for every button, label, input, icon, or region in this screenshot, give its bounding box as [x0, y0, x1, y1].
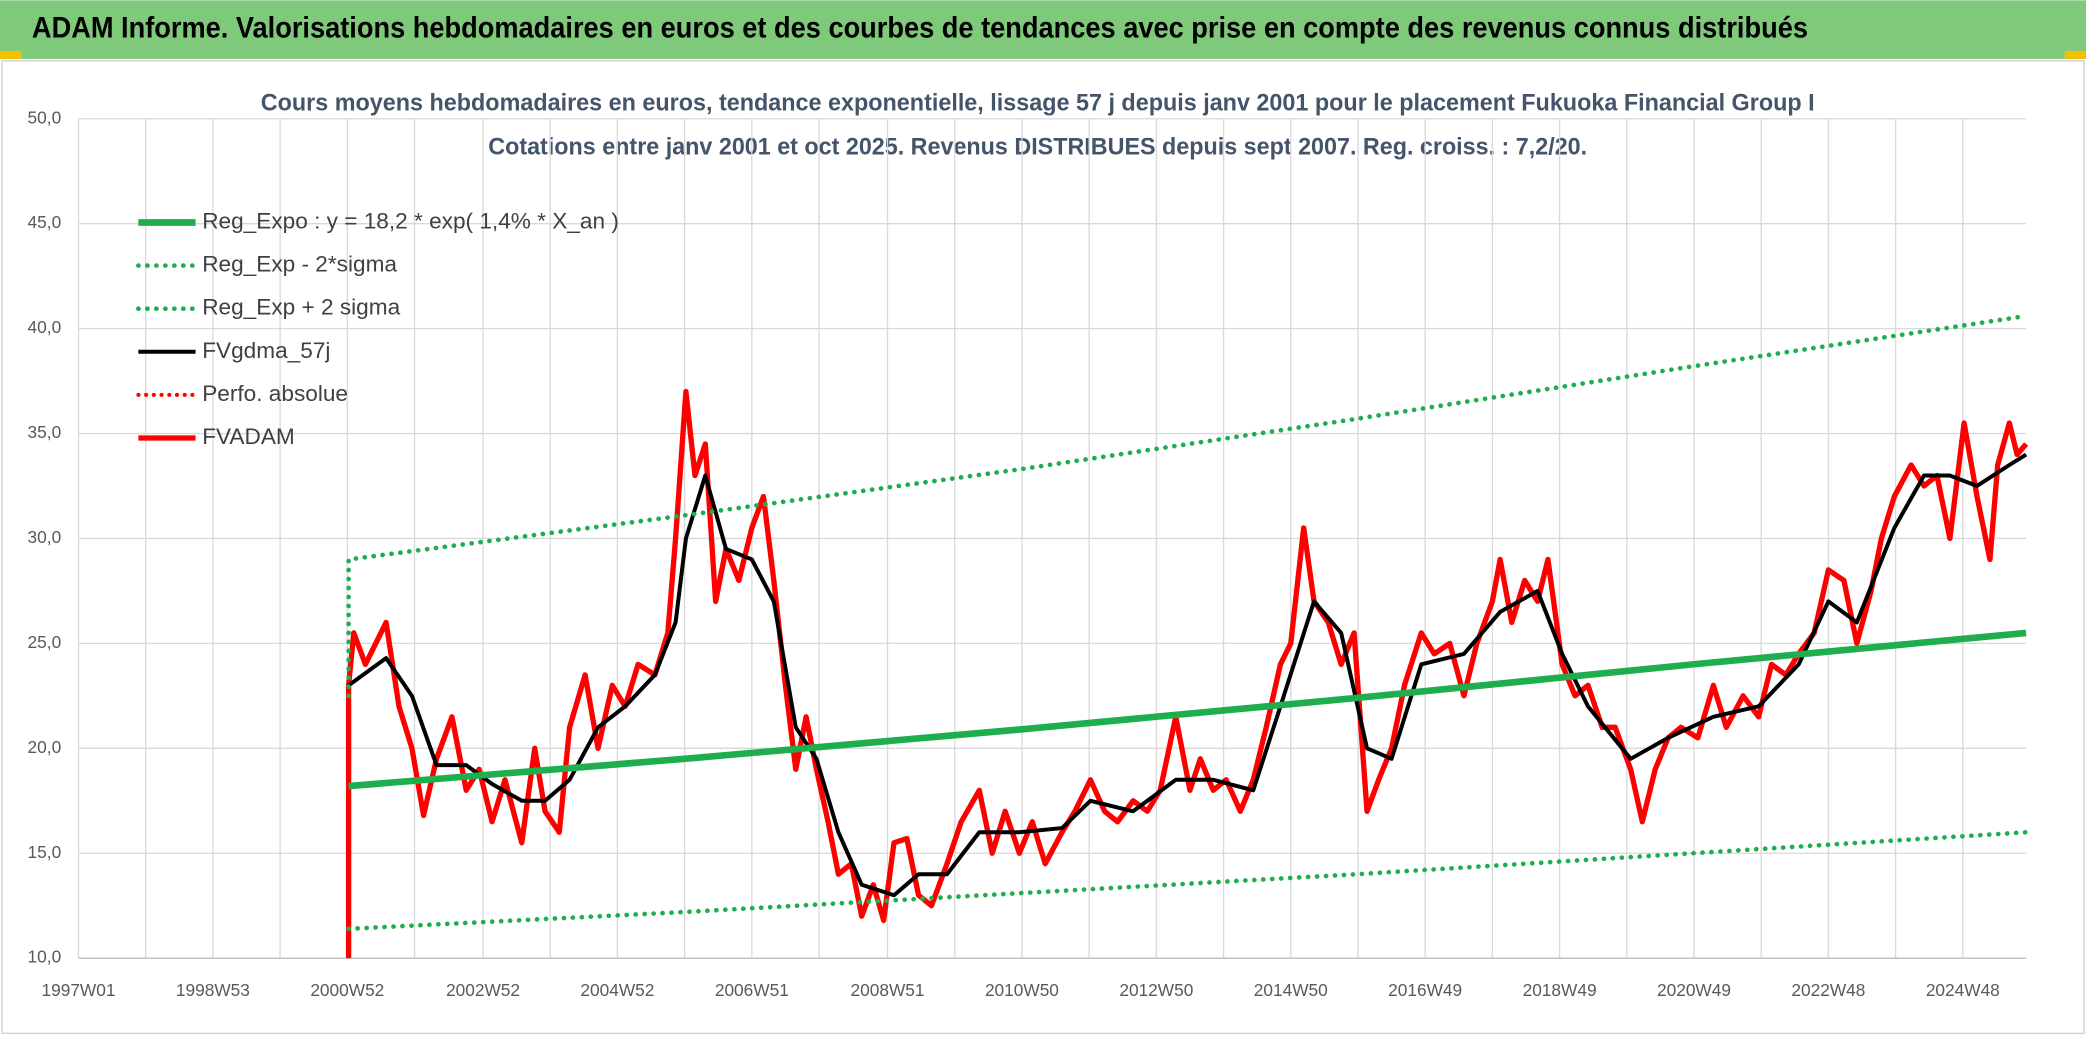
x-tick-label: 2022W48 — [1791, 980, 1865, 1000]
legend-label: Reg_Exp + 2 sigma — [202, 295, 400, 320]
y-tick-label: 45,0 — [28, 212, 62, 232]
corner — [2064, 50, 2086, 59]
series-line — [347, 452, 2028, 898]
grid: 10,0 15,0 20,0 25,0 30,0 35,0 40,0 45,0 50,0 1997… — [28, 107, 2027, 1000]
legend-label: FVADAM — [202, 424, 295, 449]
x-tick-label: 2020W49 — [1657, 980, 1731, 1000]
legend-label: Reg_Exp - 2*sigma — [202, 252, 397, 277]
x-tick-label: 2002W52 — [446, 980, 520, 1000]
x-tick-label: 1997W01 — [41, 980, 115, 1000]
x-tick-label: 2014W50 — [1254, 980, 1328, 1000]
y-tick-label: 20,0 — [28, 737, 62, 757]
y-tick-label: 35,0 — [28, 422, 62, 442]
chart-subtitle: Cotations entre janv 2001 et oct 2025. R… — [488, 133, 1587, 160]
chart-title: Cours moyens hebdomadaires en euros, ten… — [261, 89, 1815, 116]
x-tick-label: 2018W49 — [1523, 980, 1597, 1000]
y-tick-label: 50,0 — [28, 107, 62, 127]
y-tick-label: 40,0 — [28, 317, 62, 337]
legend-label: Reg_Expo : y = 18,2 * exp( 1,4% * X_an ) — [202, 208, 619, 233]
legend-label: Perfo. absolue — [202, 381, 348, 406]
series-line — [346, 829, 2029, 932]
y-tick-label: 10,0 — [28, 947, 62, 967]
x-tick-label: 1998W53 — [176, 980, 250, 1000]
plot-lines — [345, 313, 2029, 959]
series-line — [346, 313, 2029, 699]
x-tick-label: 2012W50 — [1119, 980, 1193, 1000]
frame — [1, 60, 2085, 1035]
x-tick-label: 2010W50 — [985, 980, 1059, 1000]
x-tick-label: 2004W52 — [580, 980, 654, 1000]
x-tick-label: 2016W49 — [1388, 980, 1462, 1000]
series-line — [348, 629, 2027, 790]
y-tick-label: 25,0 — [28, 632, 62, 652]
y-tick-label: 15,0 — [28, 842, 62, 862]
legend: Reg_Expo : y = 18,2 * exp( 1,4% * X_an )… — [136, 208, 619, 449]
header-band — [0, 0, 2086, 59]
x-tick-label: 2024W48 — [1926, 980, 2000, 1000]
legend-label: FVgdma_57j — [202, 338, 330, 363]
x-tick-label: 2006W51 — [715, 980, 789, 1000]
corner — [0, 50, 22, 59]
x-tick-label: 2008W51 — [851, 980, 925, 1000]
header-title: ADAM Informe. Valorisations hebdomadaire… — [32, 12, 1808, 44]
y-tick-label: 30,0 — [28, 527, 62, 547]
x-tick-label: 2000W52 — [310, 980, 384, 1000]
series-line — [345, 388, 2029, 959]
